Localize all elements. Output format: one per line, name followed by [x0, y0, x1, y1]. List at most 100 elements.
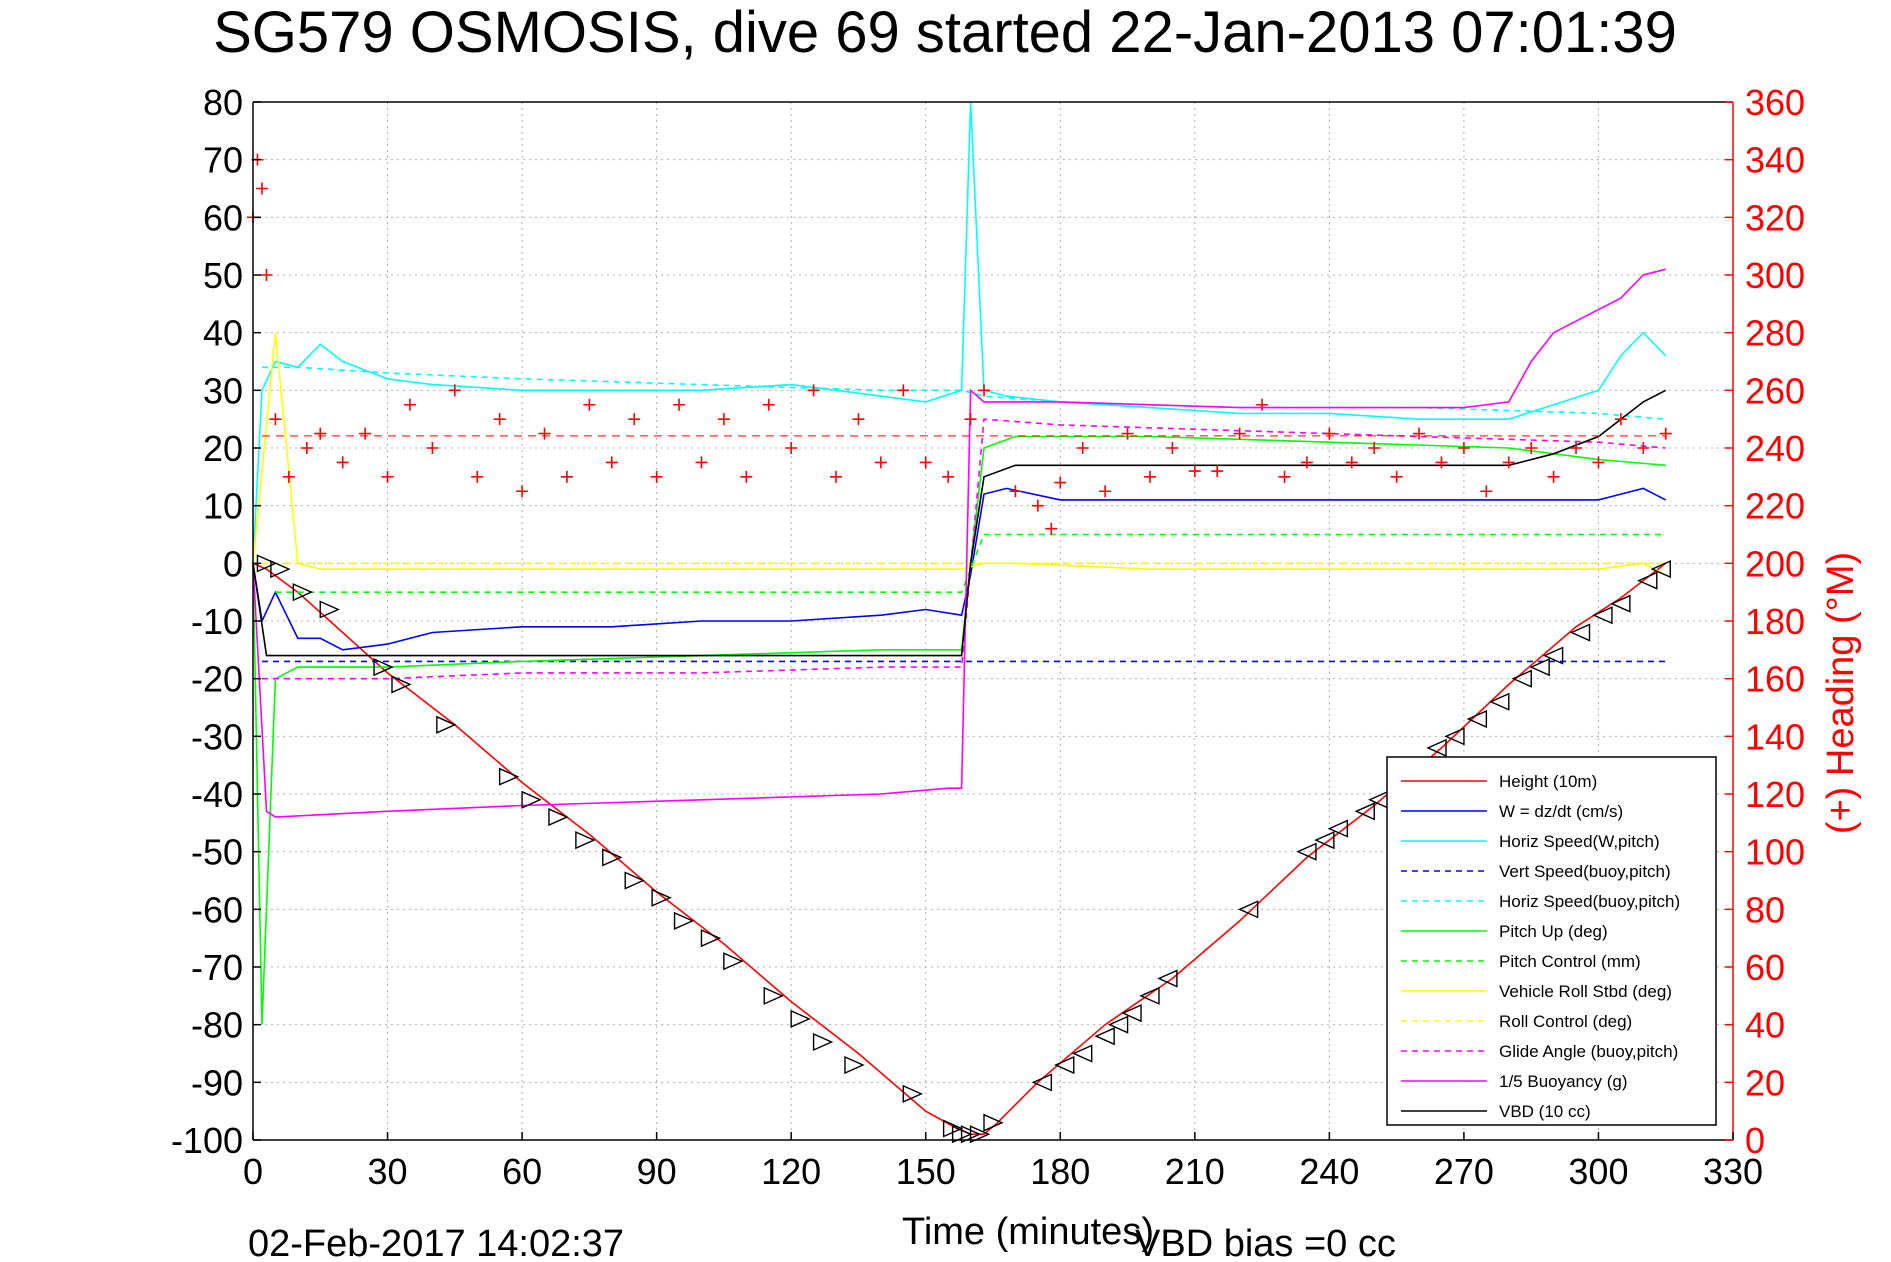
heading-point: [605, 456, 618, 469]
heading-point: [1323, 427, 1336, 440]
vbd-marker: [1094, 1027, 1115, 1046]
vbd-marker: [812, 1032, 834, 1052]
heading-point: [1368, 442, 1381, 454]
x-tick-label: 60: [502, 1151, 542, 1192]
vbd-marker: [391, 675, 412, 694]
y2-tick-label: 320: [1745, 197, 1805, 238]
vbd-marker: [1354, 802, 1375, 821]
heading-point: [762, 398, 775, 411]
x-tick-label: 240: [1299, 1151, 1359, 1192]
vbd-marker: [1529, 658, 1550, 677]
y2-tick-label: 20: [1745, 1062, 1785, 1103]
vbd-marker: [673, 911, 695, 930]
heading-point: [830, 470, 843, 483]
legend-label: Height (10m): [1499, 772, 1597, 791]
y2-tick-label: 360: [1745, 82, 1805, 123]
heading-point: [1121, 427, 1134, 440]
y2-tick-label: 120: [1745, 774, 1805, 815]
y2-tick-label: 100: [1745, 832, 1805, 873]
heading-point: [1188, 465, 1201, 478]
vbd-marker: [575, 831, 596, 850]
vbd-marker: [1157, 969, 1178, 988]
legend-box: [1386, 756, 1717, 1126]
vbd-marker: [1444, 727, 1465, 746]
vbd-marker: [1071, 1044, 1093, 1063]
vbd-marker: [1237, 900, 1259, 919]
y2-tick-label: 200: [1745, 543, 1805, 584]
vbd-marker: [1592, 606, 1613, 625]
vbd-marker: [1489, 692, 1510, 711]
heading-point: [1054, 476, 1067, 489]
vbd-bias-footer: VBD bias =0 cc: [1135, 1223, 1396, 1262]
x-axis-label: Time (minutes): [902, 1211, 1154, 1253]
y2-tick-label: 280: [1745, 313, 1805, 354]
x-tick-label: 120: [761, 1151, 821, 1192]
heading-point: [300, 442, 313, 454]
y2-tick-label: 80: [1745, 889, 1785, 930]
y-tick-label: -50: [191, 832, 243, 873]
vbd-marker: [1054, 1055, 1075, 1075]
heading-point: [282, 470, 295, 483]
y-tick-label: -90: [191, 1062, 243, 1103]
heading-point: [1435, 456, 1448, 469]
heading-point: [1211, 465, 1224, 478]
y2-tick-label: 160: [1745, 659, 1805, 700]
heading-point: [493, 413, 506, 426]
vbd-marker: [844, 1055, 865, 1075]
x-tick-label: 150: [896, 1151, 956, 1192]
heading-point: [471, 470, 484, 483]
heading-point: [1099, 485, 1112, 498]
heading-point: [1045, 522, 1058, 535]
y2-tick-label: 0: [1745, 1120, 1765, 1161]
heading-point: [381, 470, 394, 483]
y-tick-label: -70: [191, 947, 243, 988]
heading-point: [1233, 427, 1246, 440]
heading-point: [897, 384, 910, 397]
y2-tick-label: 220: [1745, 486, 1805, 527]
x-tick-label: 300: [1568, 1151, 1628, 1192]
heading-point: [336, 456, 349, 469]
heading-point: [852, 413, 865, 426]
vbd-marker: [1542, 646, 1564, 665]
x-tick-label: 180: [1030, 1151, 1090, 1192]
vbd-marker: [700, 929, 722, 948]
y2-tick-label: 60: [1745, 947, 1785, 988]
vbd-marker: [498, 767, 520, 786]
x-tick-label: 0: [243, 1151, 263, 1192]
legend-label: W = dz/dt (cm/s): [1499, 802, 1623, 821]
y2-tick-label: 180: [1745, 601, 1805, 642]
heading-point: [807, 384, 820, 397]
vbd-marker: [1650, 560, 1671, 579]
heading-point: [919, 456, 932, 469]
y-tick-label: 50: [203, 255, 243, 296]
y-tick-label: 60: [203, 197, 243, 238]
heading-point: [1143, 470, 1156, 483]
vbd-marker: [1569, 623, 1591, 642]
heading-point: [740, 470, 753, 483]
heading-point: [1345, 456, 1358, 469]
heading-point: [1031, 499, 1044, 512]
series-vehicle-roll-stbd-deg: [252, 332, 1667, 576]
vbd-marker: [1426, 738, 1447, 757]
heading-point: [717, 413, 730, 426]
vbd-marker: [319, 600, 340, 619]
heading-point: [1480, 485, 1493, 498]
y2-axis-label: (+) Heading (°M): [1820, 552, 1862, 834]
vbd-marker: [651, 888, 672, 907]
legend-label: Pitch Up (deg): [1499, 922, 1608, 941]
legend-label: Horiz Speed(W,pitch): [1499, 832, 1660, 851]
series-1-5-buoyancy-g: [252, 268, 1666, 818]
y-tick-label: 80: [203, 82, 243, 123]
vbd-marker: [624, 871, 645, 890]
vbd-marker: [270, 560, 291, 579]
heading-point: [269, 413, 282, 426]
vbd-marker: [790, 1009, 811, 1028]
vbd-marker: [1637, 571, 1658, 590]
heading-point: [1166, 442, 1179, 454]
y-tick-label: 20: [203, 428, 243, 469]
series-vbd-10-cc: [252, 389, 1667, 657]
vbd-marker: [1107, 1015, 1129, 1034]
heading-point: [695, 456, 708, 469]
vbd-marker: [723, 952, 744, 971]
